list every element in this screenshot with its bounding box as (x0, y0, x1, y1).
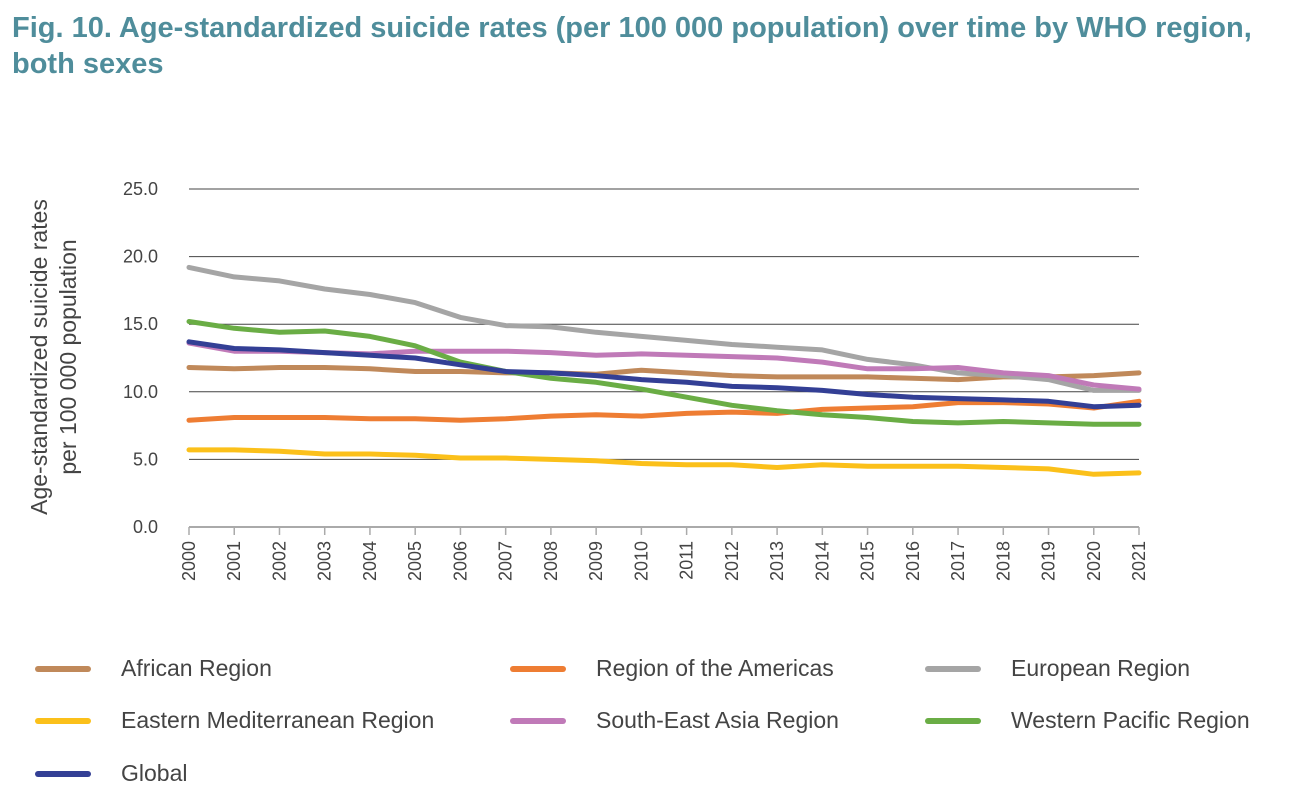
y-tick-label: 20.0 (123, 247, 158, 267)
legend-swatch (510, 717, 566, 724)
legend-swatch (510, 665, 566, 672)
x-tick-label: 2015 (858, 541, 878, 581)
y-axis-label-line2: per 100 000 population (55, 239, 81, 474)
y-tick-label: 25.0 (123, 179, 158, 199)
legend-item: Region of the Americas (510, 655, 834, 682)
gridlines (188, 188, 1140, 535)
x-tick-label: 2019 (1039, 541, 1059, 581)
y-tick-label: 0.0 (133, 517, 158, 537)
series-lines (186, 264, 1142, 477)
x-tick-labels: 2000 2001 2002 2003 2004 2005 2006 2007 2008 2009… (179, 541, 1149, 581)
legend-label: European Region (1011, 655, 1191, 681)
y-tick-label: 5.0 (133, 449, 158, 469)
series-line-western-pacific-region (186, 319, 1142, 427)
legend-label: African Region (121, 655, 272, 681)
y-axis-label-line1: Age-standardized suicide rates (26, 199, 52, 515)
x-tick-label: 2007 (496, 541, 516, 581)
x-tick-label: 2013 (767, 541, 787, 581)
series-line-african-region (186, 365, 1142, 383)
legend-label: Region of the Americas (596, 655, 834, 681)
series-line-region-of-the-americas (186, 398, 1142, 423)
x-tick-label: 2018 (993, 541, 1013, 581)
series-line-european-region (186, 264, 1142, 393)
x-tick-label: 2001 (224, 541, 244, 581)
x-tick-label: 2020 (1084, 541, 1104, 581)
legend-swatch (925, 665, 981, 672)
y-tick-label: 10.0 (123, 382, 158, 402)
y-tick-labels: 0.0 5.0 10.0 15.0 20.0 25.0 (123, 179, 158, 537)
x-tick-label: 2012 (722, 541, 742, 581)
legend-item: Global (35, 760, 187, 787)
legend-swatch (35, 770, 91, 777)
x-tick-label: 2000 (179, 541, 199, 581)
chart-title: Fig. 10. Age-standardized suicide rates … (12, 12, 1252, 80)
y-tick-label: 15.0 (123, 314, 158, 334)
legend-item: South-East Asia Region (510, 707, 839, 734)
x-tick-label: 2017 (948, 541, 968, 581)
x-tick-label: 2014 (812, 541, 832, 581)
x-tick-label: 2009 (586, 541, 606, 581)
x-tick-label: 2005 (405, 541, 425, 581)
legend-item: European Region (925, 655, 1190, 682)
x-tick-label: 2003 (315, 541, 335, 581)
legend-item: Western Pacific Region (925, 707, 1250, 734)
x-tick-label: 2016 (903, 541, 923, 581)
series-line-eastern-mediterranean-region (186, 447, 1142, 477)
legend-label: Global (121, 760, 188, 786)
x-tick-label: 2010 (631, 541, 651, 581)
legend-swatch (925, 717, 981, 724)
x-tick-label: 2004 (360, 541, 380, 581)
legend-item: African Region (35, 655, 272, 682)
series-line-global (186, 339, 1142, 410)
legend-item: Eastern Mediterranean Region (35, 707, 434, 734)
x-tick-label: 2008 (541, 541, 561, 581)
legend-label: Western Pacific Region (1011, 707, 1250, 733)
x-tick-label: 2006 (450, 541, 470, 581)
x-tick-label: 2021 (1129, 541, 1149, 581)
legend-swatch (35, 665, 91, 672)
x-tick-label: 2011 (677, 541, 697, 580)
legend-label: Eastern Mediterranean Region (121, 707, 435, 733)
x-tick-label: 2002 (269, 541, 289, 581)
legend-label: South-East Asia Region (596, 707, 839, 733)
legend-swatch (35, 717, 91, 724)
